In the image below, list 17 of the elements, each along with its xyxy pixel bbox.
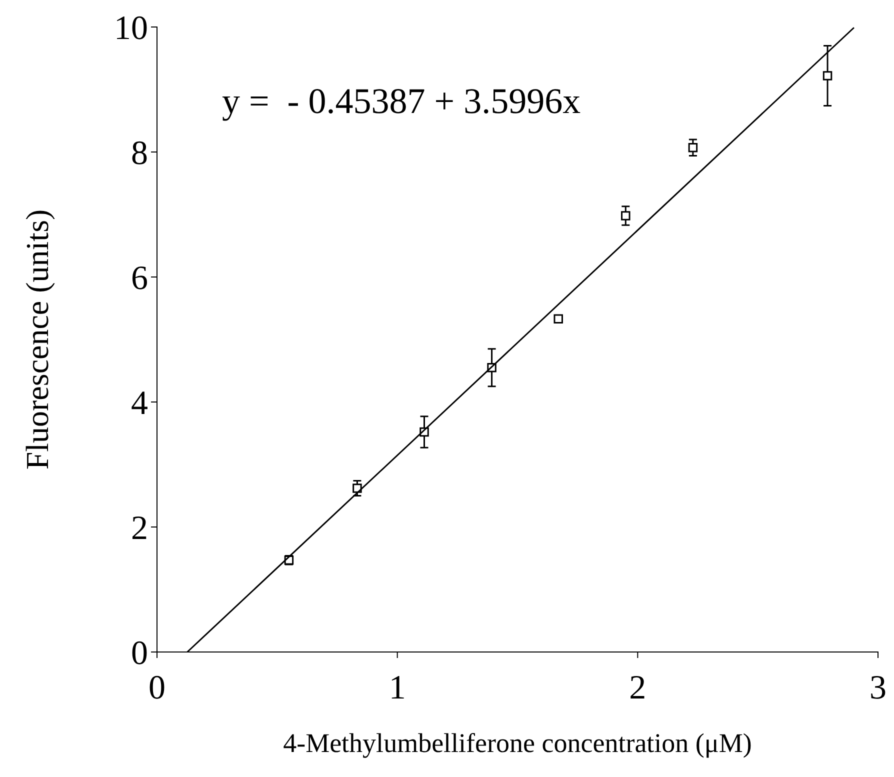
y-axis-title: Fluorescence (units) xyxy=(19,209,55,470)
point xyxy=(554,314,563,324)
y-tick-label: 0 xyxy=(131,634,148,672)
x-tick-label: 2 xyxy=(629,669,646,706)
point xyxy=(688,143,698,152)
point xyxy=(352,484,362,493)
x-tick-label: 1 xyxy=(388,669,406,706)
point xyxy=(621,211,630,220)
y-tick-label: 10 xyxy=(114,10,148,47)
y-tick-label: 6 xyxy=(131,260,148,297)
annotation: y = - 0.45387 + 3.5996x xyxy=(222,81,581,121)
y-tick-label: 8 xyxy=(131,134,148,172)
x-tick-label: 3 xyxy=(870,669,886,706)
point xyxy=(822,71,832,80)
x-axis-title: 4-Methylumbelliferone concentration (μM) xyxy=(283,728,752,758)
y-tick-label: 4 xyxy=(131,384,148,422)
y-tick-label: 2 xyxy=(131,510,148,547)
